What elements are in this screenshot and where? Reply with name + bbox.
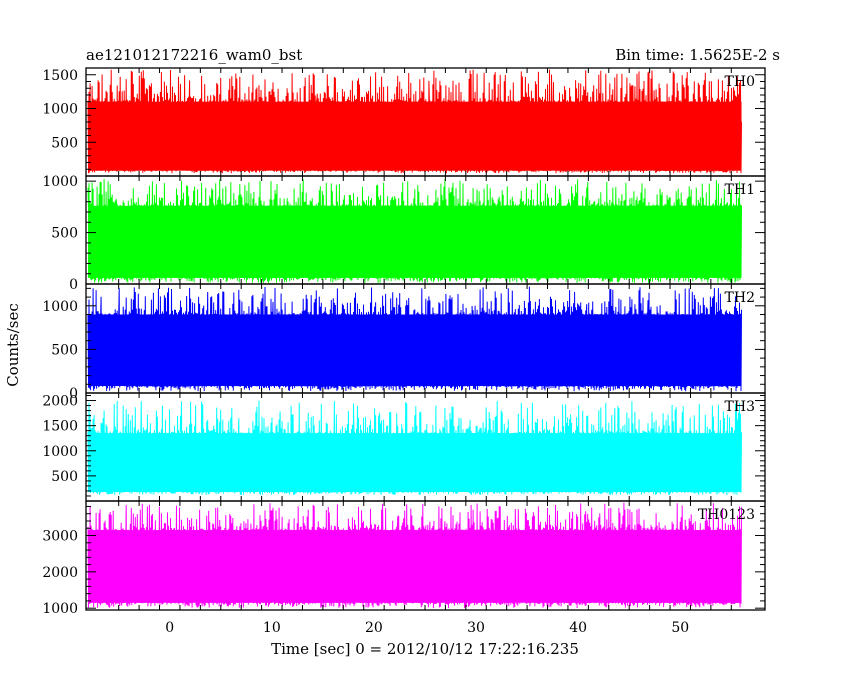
series-label-th2: TH2 xyxy=(725,290,755,306)
panel-th0123: 1000 2000 3000 TH0123 0 10 20 30 40 50 xyxy=(42,500,766,636)
y-tick-label: 1500 xyxy=(42,68,78,84)
series-label-th3: TH3 xyxy=(725,399,755,415)
series-line-th3 xyxy=(87,400,742,496)
series-label-th0123: TH0123 xyxy=(698,507,755,523)
chart-title-left: ae121012172216_wam0_bst xyxy=(86,46,302,64)
y-tick-label: 2000 xyxy=(42,565,78,581)
x-axis-label: Time [sec] 0 = 2012/10/12 17:22:16.235 xyxy=(271,640,579,658)
series-label-th1: TH1 xyxy=(725,182,755,198)
x-tick-label: 30 xyxy=(467,620,485,636)
series-line-th0123 xyxy=(87,502,742,609)
x-tick-label: 20 xyxy=(365,620,383,636)
panel-th2: 0 500 1000 TH2 xyxy=(42,283,766,402)
panel-frame xyxy=(85,500,766,611)
series-line-th0 xyxy=(87,69,742,174)
y-tick-label: 1000 xyxy=(42,601,78,617)
y-tick-label: 1000 xyxy=(42,102,78,118)
y-tick-label: 500 xyxy=(51,226,78,242)
x-tick-label: 0 xyxy=(165,620,174,636)
y-tick-label: 500 xyxy=(51,469,78,485)
y-tick-label: 2000 xyxy=(42,394,78,410)
y-tick-label: 500 xyxy=(51,342,78,358)
y-tick-label: 1000 xyxy=(42,299,78,315)
y-axis-label: Counts/sec xyxy=(4,303,22,387)
x-tick-label: 10 xyxy=(263,620,281,636)
y-tick-label: 1000 xyxy=(42,444,78,460)
panel-th0: 500 1000 1500 TH0 xyxy=(42,67,766,177)
x-tick-label: 50 xyxy=(671,620,689,636)
y-tick-label: 500 xyxy=(51,135,78,151)
y-tick-label: 0 xyxy=(69,386,78,402)
y-tick-label: 3000 xyxy=(42,529,78,545)
series-line-th2 xyxy=(87,286,742,392)
y-tick-label: 1500 xyxy=(42,419,78,435)
series-label-th0: TH0 xyxy=(725,74,755,90)
panel-th3: 500 1000 1500 2000 TH3 xyxy=(42,392,766,502)
panel-th1: 0 500 1000 TH1 xyxy=(42,174,766,293)
y-tick-label: 0 xyxy=(69,277,78,293)
y-tick-label: 1000 xyxy=(42,174,78,190)
x-tick-label: 40 xyxy=(569,620,587,636)
chart-title-right: Bin time: 1.5625E-2 s xyxy=(615,46,780,64)
series-line-th1 xyxy=(87,179,742,283)
